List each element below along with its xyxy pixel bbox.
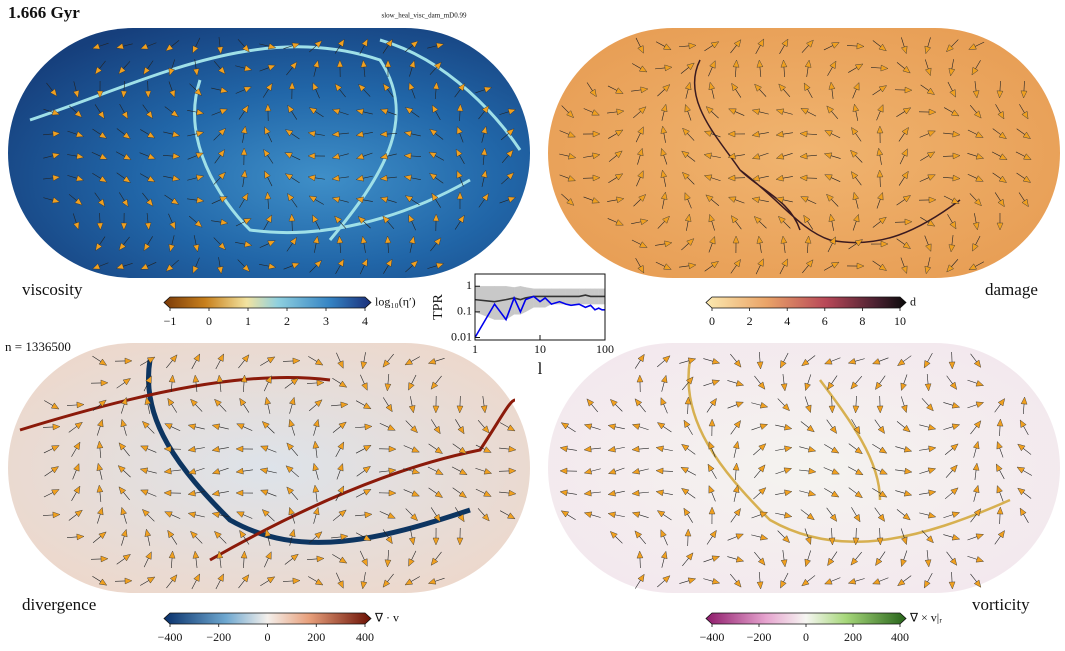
panel-label: vorticity (972, 595, 1030, 614)
colorbar-tick-label: −400 (700, 630, 725, 644)
x-axis-label: l (538, 359, 543, 378)
colorbar-label: d (910, 294, 916, 308)
colorbar-tick-label: 2 (284, 314, 290, 328)
y-tick-label: 0.01 (451, 329, 472, 343)
time-label: 1.666 Gyr (8, 3, 80, 22)
colorbar-tick-label: −200 (747, 630, 772, 644)
x-tick-label: 100 (596, 342, 614, 356)
y-axis-label: TPR (431, 294, 446, 320)
vorticity-map (548, 343, 1060, 593)
colorbar-tick-label: 0 (803, 630, 809, 644)
colorbar-tick-label: −400 (158, 630, 183, 644)
panel-label: viscosity (22, 280, 83, 299)
band (495, 286, 506, 319)
y-tick-label: 0.1 (457, 304, 472, 318)
colorbar (164, 297, 371, 308)
figure: 1.666 Gyr slow_heal_visc_dam_mD0.99 n = … (0, 0, 1065, 651)
panel-label: damage (985, 280, 1038, 299)
colorbar-tick-label: 0 (265, 630, 271, 644)
colorbar-tick-label: 10 (894, 314, 906, 328)
colorbar-tick-label: 400 (356, 630, 374, 644)
x-tick-label: 10 (534, 342, 546, 356)
colorbar-tick-label: 0 (206, 314, 212, 328)
colorbar-tick-label: 6 (822, 314, 828, 328)
panel-label: divergence (22, 595, 96, 614)
colorbar (706, 297, 906, 308)
colorbar-tick-label: 400 (891, 630, 909, 644)
sample-count: n = 1336500 (5, 339, 71, 354)
colorbar-tick-label: 0 (709, 314, 715, 328)
run-name: slow_heal_visc_dam_mD0.99 (382, 12, 467, 20)
damage-map (548, 28, 1060, 278)
x-tick-label: 1 (472, 342, 478, 356)
colorbar-tick-label: 3 (323, 314, 329, 328)
colorbar-tick-label: 200 (307, 630, 325, 644)
colorbar-tick-label: 2 (747, 314, 753, 328)
colorbar-tick-label: 4 (362, 314, 368, 328)
colorbar-label: ∇ · v (374, 610, 399, 624)
colorbar-tick-label: 200 (844, 630, 862, 644)
colorbar-tick-label: −200 (206, 630, 231, 644)
colorbar-tick-label: 8 (859, 314, 865, 328)
colorbar-tick-label: 4 (784, 314, 790, 328)
colorbar-label: log₁₀(η′) (375, 294, 416, 308)
colorbar-label: ∇ × v|ᵣ (909, 610, 942, 624)
y-tick-label: 1 (466, 278, 472, 292)
colorbar-tick-label: −1 (164, 314, 177, 328)
colorbar-tick-label: 1 (245, 314, 251, 328)
colorbar (164, 613, 371, 624)
colorbar (706, 613, 906, 624)
